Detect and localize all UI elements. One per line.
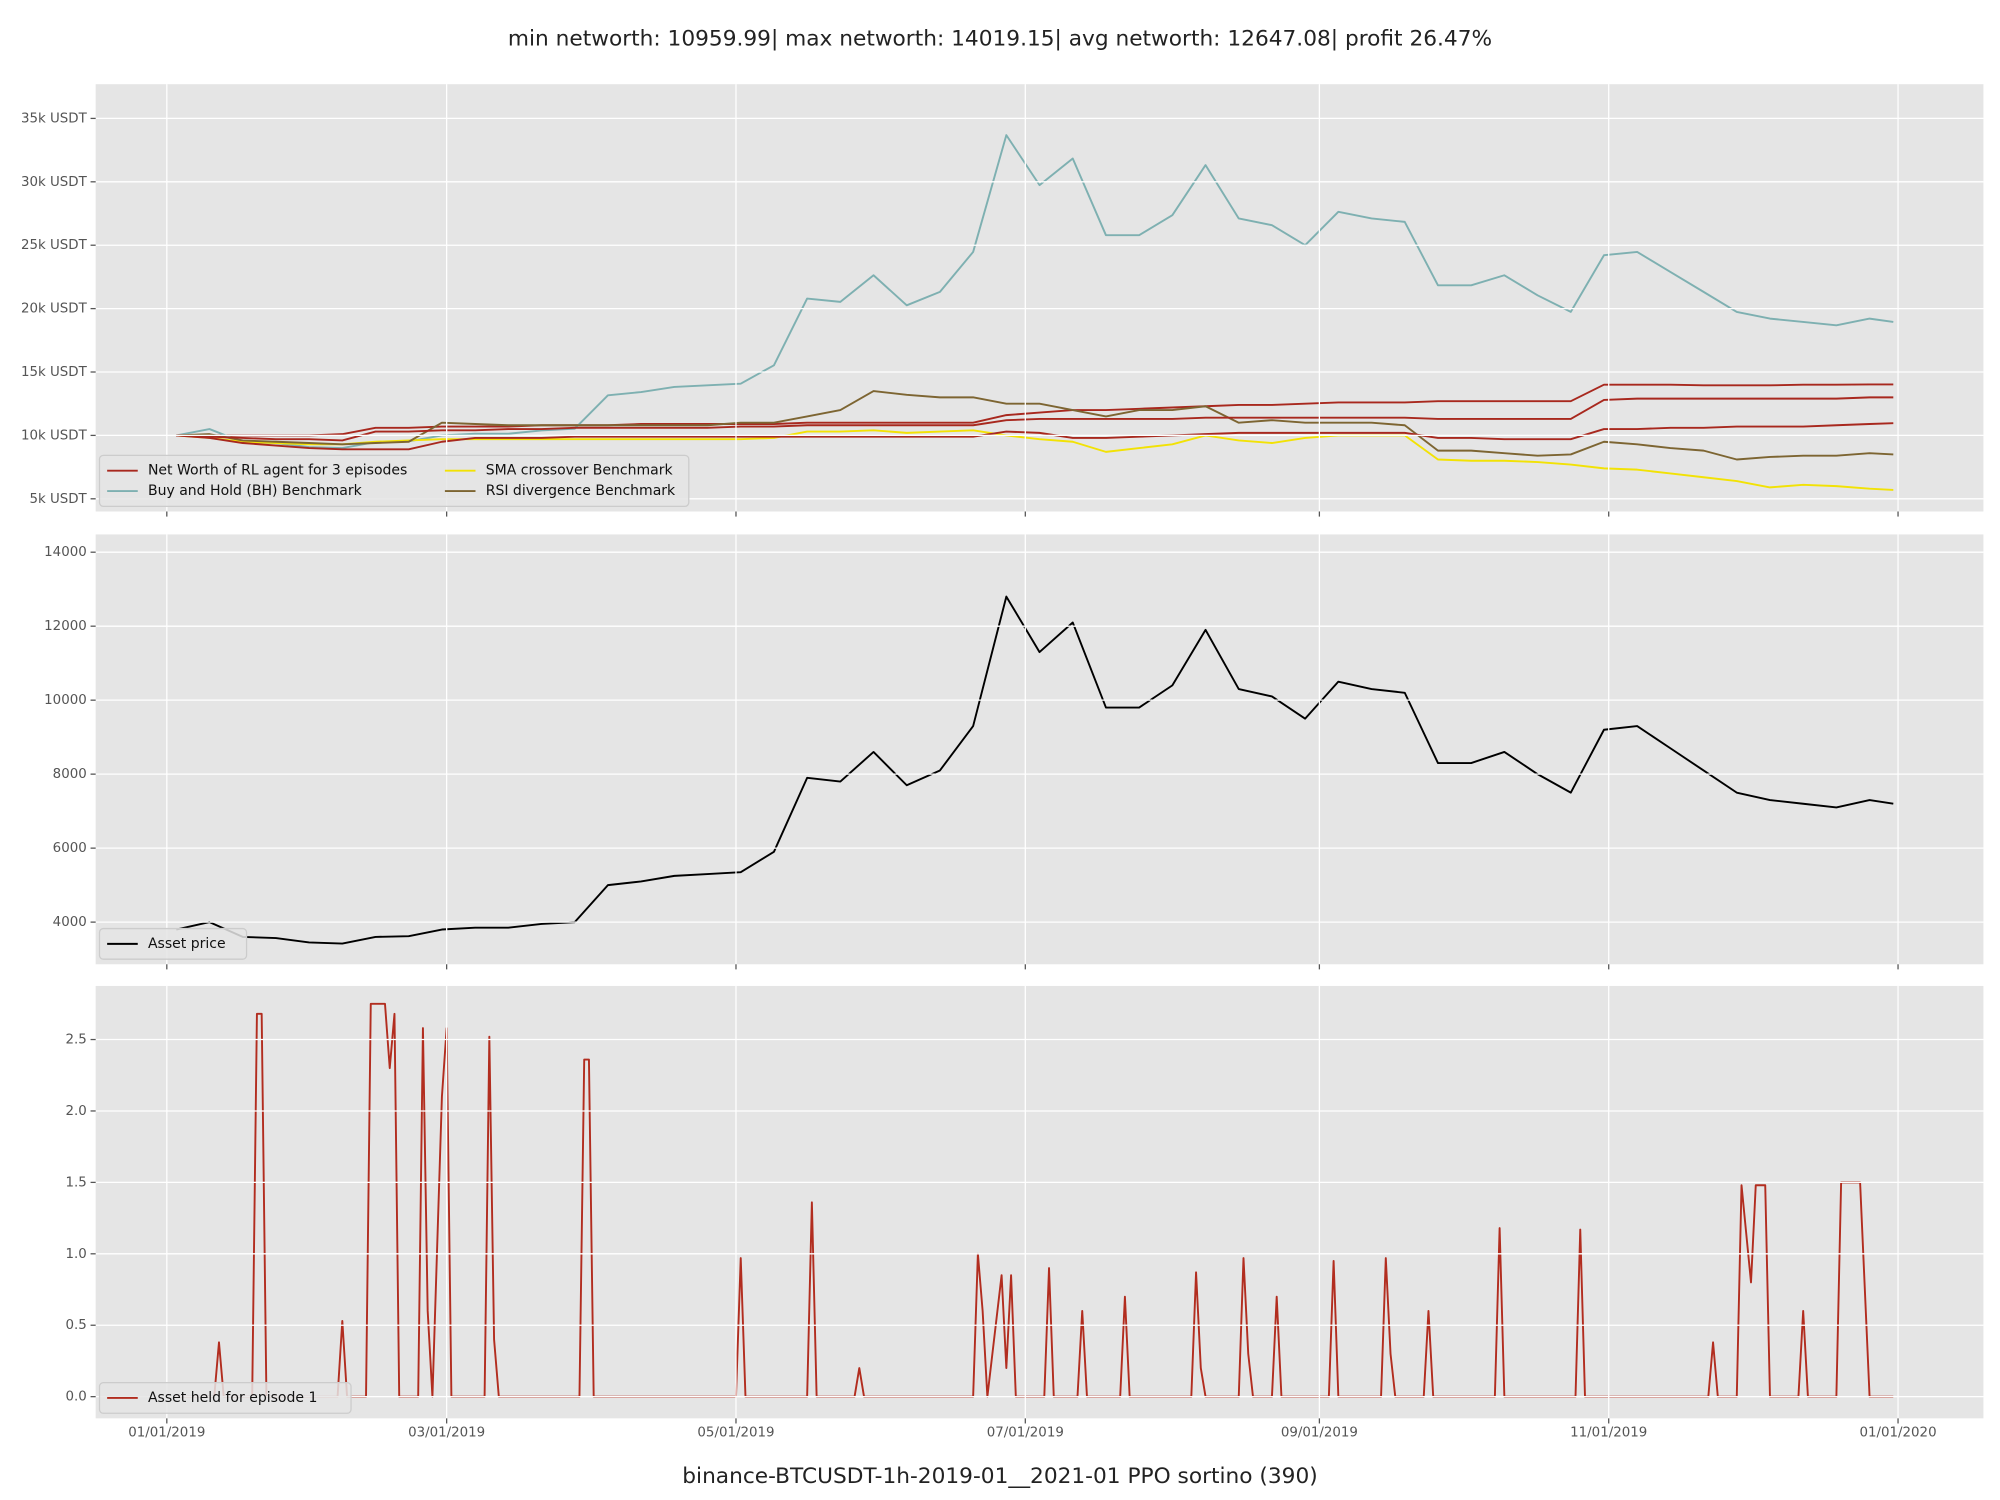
y-tick-label: 4000 (53, 915, 87, 930)
y-tick-label: 35k USDT (21, 111, 88, 126)
data-line (176, 134, 1894, 450)
legend-box (98, 927, 248, 960)
y-tick-label: 2.5 (65, 1033, 86, 1048)
y-tick-label: 15k USDT (21, 365, 88, 380)
x-tick-label: 07/01/2019 (987, 1425, 1064, 1440)
figure-title: min networth: 10959.99| max networth: 14… (508, 27, 1492, 52)
y-tick-label: 8000 (53, 767, 87, 782)
legend-box (98, 454, 690, 508)
data-line (176, 422, 1894, 451)
data-line (176, 396, 1894, 442)
legend-label: Asset held for episode 1 (148, 1390, 317, 1406)
legend-label: Net Worth of RL agent for 3 episodes (148, 463, 407, 479)
y-tick-label: 6000 (53, 841, 87, 856)
y-tick-label: 12000 (44, 619, 87, 634)
y-tick-label: 20k USDT (21, 302, 88, 317)
plot-background (95, 84, 1984, 512)
y-tick-label: 10k USDT (21, 428, 88, 443)
plot-background (95, 534, 1984, 965)
legend-box (98, 1382, 352, 1414)
x-tick-label: 11/01/2019 (1570, 1425, 1647, 1440)
x-tick-label: 01/01/2019 (128, 1425, 205, 1440)
y-tick-label: 1.5 (65, 1175, 86, 1190)
legend-label: RSI divergence Benchmark (486, 483, 676, 499)
plot-area (176, 595, 1894, 945)
y-tick-label: 1.0 (65, 1247, 86, 1262)
y-tick-label: 0.5 (65, 1318, 86, 1333)
x-tick-label: 01/01/2020 (1859, 1425, 1936, 1440)
y-tick-label: 14000 (44, 545, 87, 560)
plot-area (176, 134, 1894, 491)
y-tick-label: 5k USDT (29, 492, 87, 507)
x-tick-label: 03/01/2019 (408, 1425, 485, 1440)
y-tick-label: 0.0 (65, 1390, 86, 1405)
x-axis-label: binance-BTCUSDT-1h-2019-01__2021-01 PPO … (682, 1464, 1317, 1489)
x-tick-label: 05/01/2019 (697, 1425, 774, 1440)
x-tick-label: 09/01/2019 (1281, 1425, 1358, 1440)
data-line (176, 390, 1894, 461)
y-tick-label: 30k USDT (21, 175, 88, 190)
legend-label: Buy and Hold (BH) Benchmark (148, 483, 363, 499)
data-line (176, 595, 1894, 945)
y-tick-label: 10000 (44, 693, 87, 708)
y-tick-label: 25k USDT (21, 238, 88, 253)
plot-background (95, 985, 1984, 1419)
data-line (176, 383, 1894, 437)
legend-label: SMA crossover Benchmark (486, 463, 674, 479)
legend-label: Asset price (148, 936, 226, 952)
y-tick-label: 2.0 (65, 1104, 86, 1119)
